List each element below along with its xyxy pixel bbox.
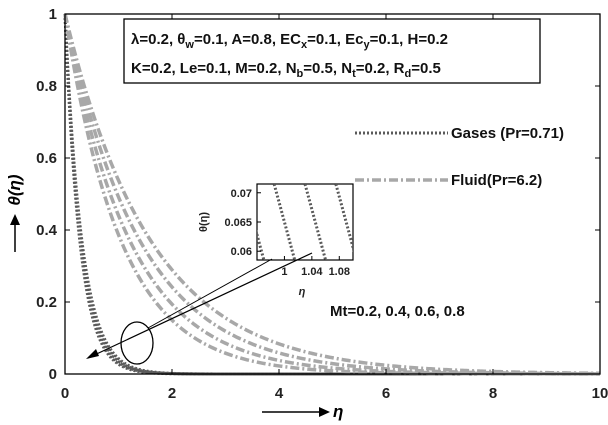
y-tick-label: 1 — [49, 6, 57, 23]
inset-x-tick-label: 1.04 — [301, 266, 323, 278]
inset-y-tick-label: 0.07 — [231, 188, 252, 200]
inset-y-tick-label: 0.06 — [231, 246, 252, 258]
curve-gases-3 — [63, 13, 600, 376]
inset-curve-4 — [334, 184, 353, 254]
inset-y-tick-label: 0.065 — [224, 217, 252, 229]
curve-fluid-1 — [63, 13, 600, 376]
y-tick-label: 0.2 — [36, 294, 57, 311]
parameter-annotation: Mt=0.2, 0.4, 0.6, 0.8 — [330, 303, 465, 320]
legend-label-gases: Gases (Pr=0.71) — [451, 125, 564, 142]
curve-fluid-4 — [63, 13, 601, 376]
param-theta-sub: w — [184, 39, 194, 51]
y-tick-label: 0.4 — [36, 222, 58, 239]
y-tick-label: 0 — [49, 366, 57, 383]
param-h: H=0.2 — [408, 31, 448, 48]
inset-curves — [257, 184, 353, 260]
inset-curve-3 — [303, 184, 328, 260]
parameter-line-1: λ=0.2, θw=0.1, A=0.8, ECx=0.1, Ecy=0.1, … — [131, 31, 448, 51]
y-tick-label: 0.8 — [36, 78, 57, 95]
inset-x-label: η — [299, 286, 306, 298]
zoom-arrow — [87, 252, 313, 359]
param-m: M=0.2 — [235, 60, 277, 77]
parameter-box — [123, 18, 541, 84]
inset-curve-2 — [272, 184, 297, 260]
param-k: K=0.2 — [131, 60, 171, 77]
x-axis-label: η — [262, 402, 343, 421]
x-tick-label: 8 — [489, 385, 497, 402]
parameter-line-2: K=0.2, Le=0.1, M=0.2, Nb=0.5, Nt=0.2, Rd… — [131, 60, 441, 80]
param-a: A=0.8 — [231, 31, 271, 48]
x-tick-label: 10 — [592, 385, 608, 402]
y-axis-label: θ(η) — [5, 174, 24, 252]
param-le: Le=0.1 — [180, 60, 227, 77]
curve-fluid-3 — [63, 13, 600, 376]
inset-ticks: 1 1.04 1.08 0.06 0.065 0.07 — [224, 188, 350, 278]
inset-x-tick-label: 1.08 — [329, 266, 350, 278]
plot-area — [64, 13, 601, 375]
x-tick-label: 0 — [61, 385, 69, 402]
x-axis-title: η — [333, 402, 343, 421]
legend-label-fluid: Fluid(Pr=6.2) — [451, 172, 542, 189]
inset-box — [256, 183, 354, 261]
param-lambda: λ=0.2 — [131, 31, 169, 48]
zoom-arrow-head — [86, 349, 99, 359]
inset-curve-1 — [257, 228, 266, 260]
x-tick-label: 2 — [168, 385, 176, 402]
y-axis-title: θ(η) — [5, 174, 24, 206]
axis-ticks: 0 2 4 6 8 10 0 0.2 0.4 0.6 0.8 1 — [36, 6, 608, 402]
inset-y-label: θ(η) — [198, 212, 210, 232]
y-tick-label: 0.6 — [36, 150, 57, 167]
zoom-line-to-inset — [147, 258, 273, 329]
x-tick-label: 4 — [275, 385, 284, 402]
inset-x-tick-label: 1 — [281, 266, 287, 278]
x-tick-label: 6 — [382, 385, 390, 402]
